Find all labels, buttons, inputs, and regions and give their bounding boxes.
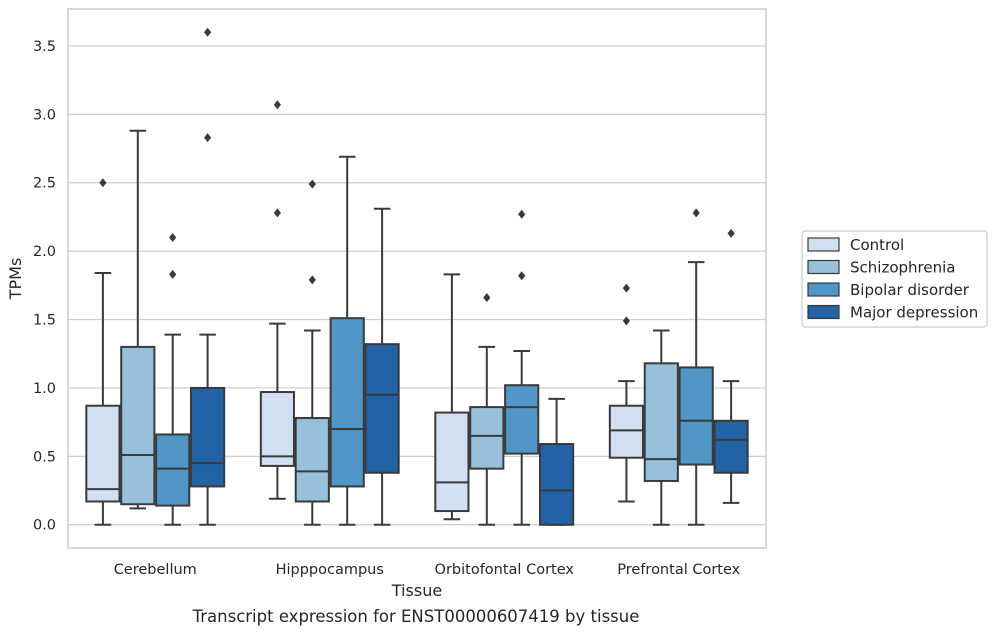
box-schizophrenia-cerebellum	[120, 129, 156, 510]
box-iqr	[643, 362, 679, 482]
y-axis-title: TPMs	[6, 258, 25, 301]
y-tick-label: 3.0	[33, 107, 56, 123]
y-tick-label: 0.5	[33, 449, 56, 465]
legend-label: Schizophrenia	[850, 259, 955, 277]
box-bipolar-disorder-hipppocampus	[329, 155, 365, 526]
legend-swatch	[807, 237, 840, 252]
plot-frame	[67, 8, 767, 549]
legend-swatch	[807, 259, 840, 275]
box-schizophrenia-orbitofontal-cortex	[469, 293, 505, 526]
box-iqr	[294, 417, 330, 503]
box-major-depression-prefrontal-cortex	[713, 228, 749, 504]
outlier-point	[273, 100, 281, 110]
outlier-point	[518, 271, 526, 281]
box-iqr	[469, 406, 505, 470]
legend-swatch	[807, 282, 840, 297]
x-tick-label: Cerebellum	[114, 562, 197, 578]
outlier-point	[204, 133, 212, 143]
y-tick-label: 1.5	[33, 313, 56, 329]
y-tick-label: 2.0	[33, 244, 56, 260]
outlier-point	[169, 232, 177, 242]
box-iqr	[678, 366, 714, 466]
legend: Control Schizophrenia Bipolar disorder Majo…	[801, 230, 988, 328]
box-schizophrenia-prefrontal-cortex	[643, 329, 679, 526]
y-tick-label: 2.5	[33, 176, 56, 192]
box-iqr	[85, 404, 121, 503]
outlier-point	[622, 283, 630, 293]
x-tick-label: Prefrontal Cortex	[617, 562, 740, 578]
outlier-point	[692, 208, 700, 218]
y-tick-label: 3.5	[33, 39, 56, 55]
legend-label: Control	[850, 236, 904, 254]
box-major-depression-hipppocampus	[364, 207, 400, 526]
box-iqr	[364, 343, 400, 474]
outlier-point	[273, 208, 281, 218]
box-bipolar-disorder-cerebellum	[155, 232, 191, 526]
box-control-orbitofontal-cortex	[434, 273, 470, 521]
box-iqr	[259, 391, 295, 467]
legend-frame	[801, 230, 988, 328]
box-iqr	[120, 345, 156, 506]
x-axis-title: Tissue	[391, 581, 442, 600]
box-iqr	[504, 384, 540, 455]
box-layer	[85, 27, 749, 526]
box-control-cerebellum	[85, 178, 121, 526]
box-iqr	[713, 419, 749, 474]
outlier-point	[622, 316, 630, 326]
box-iqr	[608, 404, 644, 459]
y-tick-label: 1.0	[33, 381, 56, 397]
y-tick-label: 0.0	[33, 518, 56, 534]
outlier-point	[308, 275, 316, 285]
box-iqr	[329, 317, 365, 488]
x-tick-labels: Cerebellum Hipppocampus Orbitofontal Corte…	[114, 562, 741, 578]
outlier-point	[727, 228, 735, 238]
chart-caption: Transcript expression for ENST0000060741…	[192, 607, 640, 626]
outlier-point	[99, 178, 107, 188]
box-iqr	[155, 433, 191, 507]
box-iqr	[434, 411, 470, 513]
box-control-hipppocampus	[259, 100, 295, 500]
outlier-point	[518, 209, 526, 219]
legend-label: Major depression	[850, 304, 978, 322]
box-bipolar-disorder-orbitofontal-cortex	[504, 209, 540, 526]
outlier-point	[169, 269, 177, 279]
y-tick-labels: 0.0 0.5 1.0 1.5 2.0 2.5 3.0 3.5	[33, 39, 56, 534]
x-tick-label: Hipppocampus	[276, 562, 384, 578]
legend-label: Bipolar disorder	[850, 281, 970, 299]
outlier-point	[204, 27, 212, 37]
box-bipolar-disorder-prefrontal-cortex	[678, 208, 714, 526]
box-major-depression-orbitofontal-cortex	[539, 397, 575, 526]
box-major-depression-cerebellum	[190, 27, 226, 526]
box-iqr	[539, 443, 575, 526]
box-iqr	[190, 386, 226, 488]
box-schizophrenia-hipppocampus	[294, 179, 330, 526]
legend-swatch	[807, 304, 840, 320]
x-tick-label: Orbitofontal Cortex	[435, 562, 575, 578]
outlier-point	[483, 293, 491, 303]
box-control-prefrontal-cortex	[608, 283, 644, 503]
outlier-point	[308, 179, 316, 189]
